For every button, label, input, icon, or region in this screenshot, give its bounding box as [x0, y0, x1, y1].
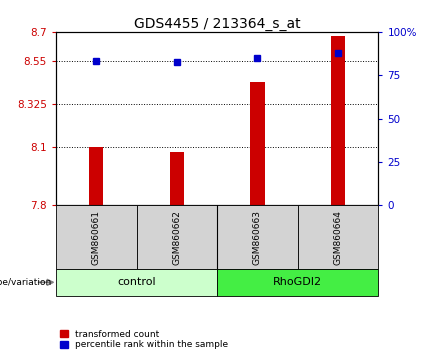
Bar	[217, 205, 298, 269]
Bar	[56, 205, 137, 269]
Text: genotype/variation: genotype/variation	[0, 278, 52, 287]
Bar	[137, 205, 217, 269]
Bar	[250, 82, 265, 205]
Text: GSM860662: GSM860662	[172, 210, 181, 265]
Text: RhoGDI2: RhoGDI2	[273, 277, 322, 287]
Bar	[89, 148, 104, 205]
Text: GSM860661: GSM860661	[92, 210, 101, 265]
Bar	[298, 205, 378, 269]
Title: GDS4455 / 213364_s_at: GDS4455 / 213364_s_at	[134, 17, 301, 31]
Bar	[331, 36, 345, 205]
Legend: transformed count, percentile rank within the sample: transformed count, percentile rank withi…	[60, 330, 228, 349]
Bar	[217, 269, 378, 296]
Text: GSM860664: GSM860664	[334, 210, 343, 265]
Text: GSM860663: GSM860663	[253, 210, 262, 265]
Text: control: control	[117, 277, 156, 287]
Bar	[169, 152, 184, 205]
Bar	[56, 269, 217, 296]
